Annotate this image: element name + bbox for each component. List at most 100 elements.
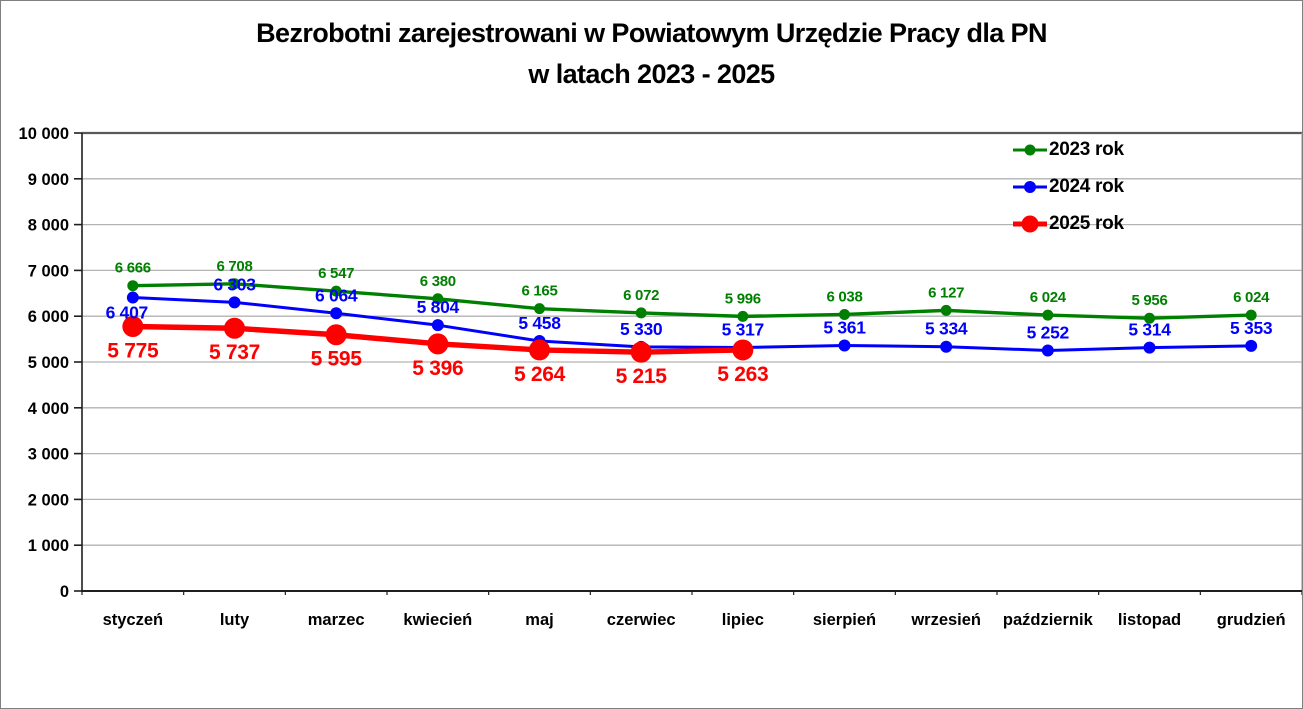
data-point <box>427 333 449 355</box>
series-line <box>131 282 1253 320</box>
y-axis-label: 9 000 <box>28 171 69 189</box>
data-point-label: 6 380 <box>420 273 456 290</box>
y-axis-label: 8 000 <box>28 217 69 235</box>
legend-marker-2024-icon <box>1013 177 1047 197</box>
legend-item-2024: 2024 rok <box>1013 168 1124 205</box>
data-point <box>534 303 545 315</box>
data-point-label: 5 595 <box>311 348 363 371</box>
data-point-label: 6 547 <box>318 265 354 282</box>
x-axis-label: styczeń <box>103 611 164 629</box>
series-line <box>131 296 1253 352</box>
data-point <box>1245 339 1258 352</box>
x-axis-label: październik <box>1003 611 1094 629</box>
data-point-label: 6 303 <box>213 274 256 294</box>
data-point-label: 5 264 <box>514 363 566 386</box>
data-point <box>330 285 342 297</box>
data-point-label: 5 775 <box>107 340 159 363</box>
series-2025-rok <box>122 316 754 363</box>
x-axis-label: listopad <box>1118 611 1181 629</box>
data-point-label: 5 215 <box>616 365 668 388</box>
data-point-label: 5 252 <box>1027 322 1070 342</box>
data-point-label: 6 024 <box>1233 289 1270 306</box>
x-axis-label: kwiecień <box>403 611 472 629</box>
data-point-label: 6 127 <box>928 284 964 301</box>
data-point-label: 5 361 <box>823 317 866 337</box>
chart-title-line1: Bezrobotni zarejestrowani w Powiatowym U… <box>256 18 1047 48</box>
x-axis-label: lipiec <box>722 611 764 629</box>
data-point-label: 5 996 <box>725 290 761 307</box>
data-point-label: 5 956 <box>1131 292 1167 309</box>
data-point-label: 5 737 <box>209 341 260 364</box>
chart-title: Bezrobotni zarejestrowani w Powiatowym U… <box>1 13 1302 95</box>
data-point <box>330 307 343 320</box>
legend-marker-2023-icon <box>1013 140 1047 160</box>
data-point <box>737 310 749 322</box>
data-point <box>940 304 952 316</box>
data-point <box>1143 341 1156 354</box>
data-point <box>325 324 347 346</box>
data-point <box>126 291 139 304</box>
legend-item-2023: 2023 rok <box>1013 131 1124 168</box>
series-labels-2023-rok: 6 666 6 708 6 547 6 380 6 165 6 072 5 996 6 038… <box>115 258 1271 309</box>
data-point <box>630 341 652 363</box>
x-axis-label: maj <box>525 611 553 629</box>
data-point <box>431 319 444 332</box>
data-point <box>122 316 144 338</box>
y-axis-label: 6 000 <box>28 308 69 326</box>
data-point-label: 6 038 <box>826 288 862 305</box>
y-axis-labels: 0 1 000 2 000 3 000 4 000 5 000 6 000 7 000 8 00… <box>19 125 69 601</box>
data-point <box>432 293 444 305</box>
y-axis-label: 5 000 <box>28 354 69 372</box>
axis-ticks <box>74 132 1302 595</box>
chart-title-line2: w latach 2023 - 2025 <box>528 59 775 89</box>
gridlines <box>82 178 1302 546</box>
y-axis-label: 7 000 <box>28 262 69 280</box>
y-axis-label: 0 <box>60 583 69 601</box>
data-point <box>1041 344 1054 357</box>
data-point-label: 6 024 <box>1030 289 1067 306</box>
chart-legend: 2023 rok 2024 rok 2025 rok <box>1013 131 1124 242</box>
y-axis-label: 2 000 <box>28 491 69 509</box>
x-axis-label: czerwiec <box>607 611 676 629</box>
data-point <box>635 307 647 319</box>
y-axis-label: 3 000 <box>28 446 69 464</box>
data-point <box>529 339 550 361</box>
y-axis-label: 1 000 <box>28 537 69 555</box>
legend-marker-2025-icon <box>1013 214 1047 234</box>
data-point <box>732 339 754 361</box>
data-point-label: 5 804 <box>417 297 460 317</box>
data-point-label: 5 263 <box>717 363 768 386</box>
legend-item-2025: 2025 rok <box>1013 205 1124 242</box>
y-axis-label: 4 000 <box>28 400 69 418</box>
data-point-label: 6 165 <box>521 283 557 300</box>
x-axis-label: wrzesień <box>910 611 981 629</box>
legend-label-2025: 2025 rok <box>1049 212 1124 234</box>
data-point <box>228 296 241 309</box>
data-point-label: 5 317 <box>722 319 764 339</box>
data-point <box>839 308 850 320</box>
data-point-label: 5 396 <box>412 357 463 380</box>
x-axis-label: marzec <box>308 611 365 629</box>
x-axis-label: grudzień <box>1217 611 1286 629</box>
legend-label-2024: 2024 rok <box>1049 175 1124 197</box>
data-point-label: 6 407 <box>106 303 148 323</box>
series-labels-2025-rok: 5 775 5 737 5 595 5 396 5 264 5 215 5 263 <box>107 340 768 389</box>
x-axis-label: luty <box>220 611 250 629</box>
data-point-label: 6 666 <box>115 260 151 277</box>
data-point-label: 6 708 <box>216 258 252 275</box>
y-axis-label: 10 000 <box>19 125 69 143</box>
series-2024-rok <box>126 291 1258 357</box>
data-point <box>1042 309 1054 321</box>
x-axis-labels: styczeń luty marzec kwiecień maj czerwiec lipi… <box>103 611 1286 629</box>
legend-label-2023: 2023 rok <box>1049 138 1124 160</box>
data-point-label: 5 334 <box>925 319 968 339</box>
data-point-label: 5 458 <box>518 313 561 333</box>
series-labels-2024-rok: 6 407 6 303 6 064 5 804 5 458 5 330 5 317 5 361… <box>106 274 1273 342</box>
data-point <box>1245 309 1257 321</box>
data-point-label: 6 064 <box>315 285 358 305</box>
series-2023-rok <box>127 278 1257 324</box>
x-axis-label: sierpień <box>813 611 876 629</box>
data-point-label: 5 353 <box>1230 318 1273 338</box>
